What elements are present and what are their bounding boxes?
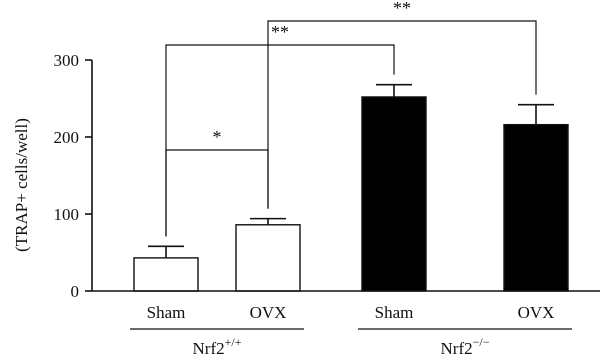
bar [503, 123, 569, 292]
y-tick-label: 100 [54, 205, 80, 224]
significance-label: ** [393, 0, 411, 18]
significance-brackets: ***** [165, 0, 537, 237]
group-labels: Nrf2+/+ Nrf2−/− [130, 328, 572, 358]
group-label: Nrf2+/+ [193, 335, 242, 358]
y-tick-label: 200 [54, 128, 80, 147]
group-label: Nrf2−/− [441, 335, 490, 358]
significance-bracket [267, 20, 537, 209]
category-label: OVX [250, 303, 287, 322]
bar [235, 224, 301, 292]
y-axis-ticks: 0 100 200 300 [54, 51, 92, 301]
bars [133, 96, 569, 292]
bar [133, 257, 199, 292]
category-labels: Sham OVX Sham OVX [147, 303, 555, 322]
y-tick-label: 300 [54, 51, 80, 70]
category-label: Sham [375, 303, 414, 322]
significance-bracket [165, 44, 395, 237]
error-bars [148, 83, 554, 258]
y-tick-label: 0 [71, 282, 80, 301]
significance-label: ** [271, 22, 289, 42]
significance-bracket [165, 149, 269, 237]
category-label: OVX [518, 303, 555, 322]
significance-label: * [213, 127, 222, 147]
bar [361, 96, 427, 292]
axes [91, 60, 600, 292]
category-label: Sham [147, 303, 186, 322]
y-axis-label: (TRAP+ cells/well) [12, 118, 31, 252]
